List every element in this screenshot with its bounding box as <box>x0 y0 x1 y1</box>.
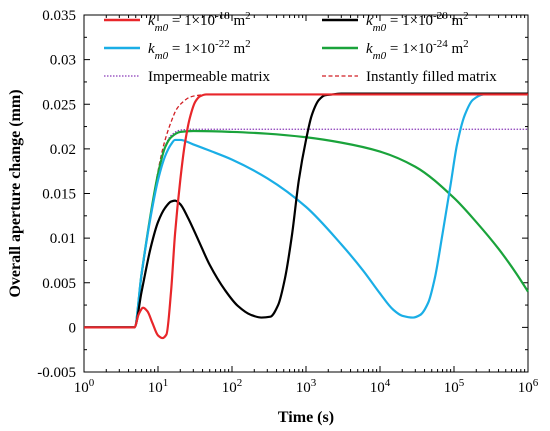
series-line-4 <box>84 128 528 329</box>
x-tick-label: 106 <box>518 377 539 396</box>
x-tick-label: 103 <box>296 377 317 396</box>
y-tick-label: 0.035 <box>42 8 76 24</box>
x-tick-label: 104 <box>370 377 391 396</box>
series-lines <box>84 92 529 340</box>
legend-entry-2: km0 = 1×10-22 m2 <box>148 38 251 62</box>
y-tick-label: 0.01 <box>50 231 76 247</box>
legend-entry-4: Impermeable matrix <box>148 69 271 85</box>
y-tick-label: -0.005 <box>37 365 76 381</box>
legend-entry-3: km0 = 1×10-24 m2 <box>366 38 469 62</box>
axis-labels: Time (s) Overall aperture change (mm) <box>7 89 334 426</box>
legend-entry-1: km0 = 1×10-20 m2 <box>366 10 469 34</box>
series-line-0 <box>84 93 528 340</box>
x-axis-label: Time (s) <box>278 409 334 426</box>
series-line-3 <box>84 129 529 329</box>
x-tick-label: 101 <box>148 377 169 396</box>
y-tick-label: 0.005 <box>42 276 76 292</box>
legend: km0 = 1×10-18 m2 km0 = 1×10-20 m2 km0 = 1×… <box>104 10 497 85</box>
y-axis-label: Overall aperture change (mm) <box>7 89 24 297</box>
legend-entry-0: km0 = 1×10-18 m2 <box>148 10 251 34</box>
x-tick-label: 100 <box>74 377 95 396</box>
y-tick-label: 0.03 <box>50 53 76 69</box>
y-tick-label: 0.02 <box>50 142 76 158</box>
series-line-2 <box>84 92 528 329</box>
x-tick-label: 102 <box>222 377 243 396</box>
y-tick-label: 0 <box>69 320 77 336</box>
y-tick-label: 0.015 <box>42 187 76 203</box>
x-tick-label: 105 <box>444 377 465 396</box>
y-tick-label: 0.025 <box>42 97 76 113</box>
axes: 100 101 102 103 104 105 106 -0.005 0 0.005 0.01 0.0… <box>37 8 539 396</box>
legend-entry-5: Instantly filled matrix <box>366 69 497 85</box>
